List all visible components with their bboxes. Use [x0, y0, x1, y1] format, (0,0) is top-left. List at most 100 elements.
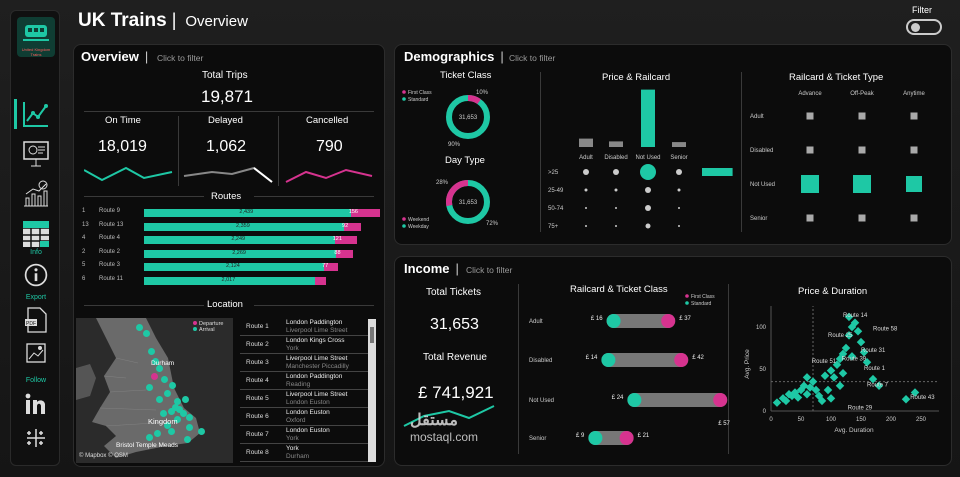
- route-rank: 4: [82, 235, 86, 241]
- price-railcard-dot: [645, 187, 651, 193]
- ticket-type-label: Off-Peak: [850, 91, 875, 97]
- follow-label: Follow: [25, 377, 47, 384]
- price-band-label: 75+: [548, 224, 559, 230]
- table-row[interactable]: Route 1 London Paddington Liverpool Lime S…: [240, 318, 368, 336]
- origin-cell: Liverpool Lime Street: [286, 355, 348, 362]
- price-railcard-dot: [583, 169, 589, 175]
- map-point: [186, 424, 193, 431]
- origin-cell: Liverpool Lime Street: [286, 391, 348, 398]
- scatter-point: [772, 398, 782, 407]
- railcard-ticket-square: [858, 214, 866, 222]
- price-railcard-dot: [615, 207, 617, 209]
- route-bar-value: 2,124: [226, 263, 240, 269]
- map-point: [184, 436, 191, 443]
- price-railcard-dot: [614, 188, 618, 192]
- railcard-ticket-square: [910, 214, 918, 222]
- destination-cell: Liverpool Lime Street: [286, 327, 348, 334]
- x-tick: 200: [886, 417, 897, 423]
- scatter-point: [793, 393, 803, 402]
- route-row[interactable]: 13 Route 13 2,359 92: [82, 222, 372, 232]
- scrollbar-thumb[interactable]: [370, 327, 374, 343]
- route-label: Route 7: [867, 383, 889, 389]
- map-legend: Departure Arrival: [193, 321, 223, 333]
- railcard-ticket-square: [858, 112, 866, 120]
- route-bar-value: 2,439: [239, 209, 254, 215]
- route-row[interactable]: 2 Route 2 2,269 88: [82, 249, 372, 259]
- overview-hint[interactable]: Click to filter: [157, 53, 204, 63]
- export-pdf-icon[interactable]: PDF: [24, 307, 48, 333]
- route-bar-value: 2,249: [231, 236, 246, 242]
- income-hint[interactable]: Click to filter: [466, 265, 513, 275]
- table-row[interactable]: Route 7 London Euston York: [240, 426, 368, 444]
- route-cell: Route 8: [246, 449, 269, 456]
- route-rank: 2: [82, 248, 86, 255]
- x-tick: 0: [769, 417, 773, 423]
- origin-cell: London Paddington: [286, 373, 343, 380]
- location-map[interactable]: Departure Arrival Durham Kingdom Bristol…: [76, 318, 233, 463]
- price-railcard-dot: [585, 225, 587, 227]
- divider: [540, 72, 541, 232]
- table-icon[interactable]: [21, 219, 51, 249]
- table-row[interactable]: Route 5 Liverpool Lime Street London Eusto…: [240, 390, 368, 408]
- table-row[interactable]: Route 6 London Euston Oxford: [240, 408, 368, 426]
- legend-label: Weekday: [408, 224, 429, 230]
- legend-label: Weekend: [408, 217, 429, 223]
- standard-price: £ 9: [576, 433, 585, 439]
- route-cell: Route 6: [246, 413, 269, 420]
- price-railcard-dot: [584, 188, 588, 192]
- map-point: [156, 365, 163, 372]
- route-cell: Route 2: [246, 341, 269, 348]
- forecast-chart-icon[interactable]: [21, 179, 51, 209]
- route-label: Route 31: [861, 348, 886, 354]
- table-row[interactable]: Route 8 York Durham: [240, 444, 368, 462]
- legend-dot: [685, 301, 689, 305]
- location-label: Location: [207, 299, 243, 310]
- logo-text: United Kingdom Trains: [21, 47, 51, 57]
- route-row[interactable]: 6 Route 11 2,017: [82, 276, 372, 286]
- standard-dot: [627, 393, 642, 407]
- export-image-icon[interactable]: [24, 341, 48, 367]
- line-chart-icon[interactable]: [21, 99, 51, 129]
- route-name: Route 2: [99, 248, 121, 255]
- route-bar-value: 2,269: [232, 249, 246, 256]
- day-type-label: Day Type: [445, 155, 485, 166]
- map-point: [164, 390, 171, 397]
- table-row[interactable]: Route 2 London Kings Cross York: [240, 336, 368, 354]
- route-label: Route 43: [910, 395, 935, 401]
- cancelled-sparkline: [285, 168, 373, 183]
- railcard-ticket-square: [910, 112, 918, 120]
- first-class-dot: [713, 393, 728, 407]
- route-row[interactable]: 5 Route 3 2,124 77: [82, 262, 372, 272]
- route-row[interactable]: 4 Route 4 2,249 121: [82, 235, 372, 245]
- info-icon[interactable]: [23, 262, 49, 288]
- route-bar-delayed: [336, 249, 353, 258]
- presentation-chart-icon[interactable]: [21, 139, 51, 169]
- table-row[interactable]: Route 4 London Paddington Reading: [240, 372, 368, 390]
- railcard-label: Not Used: [750, 182, 775, 188]
- railcard-label: Disabled: [529, 358, 552, 364]
- railcard-label: Adult: [529, 319, 543, 325]
- filter-label: Filter: [912, 5, 932, 15]
- route-row[interactable]: 1 Route 9 2,439 156: [82, 208, 380, 218]
- route-table-scrollbar[interactable]: [368, 319, 376, 462]
- railcard-ticket-square: [858, 146, 866, 154]
- route-cell: Route 1: [246, 323, 269, 330]
- price-band-label: 50-74: [548, 206, 564, 212]
- demographics-hint[interactable]: Click to filter: [509, 53, 556, 63]
- map-label: Bristol Temple Meads: [116, 442, 179, 449]
- linkedin-icon[interactable]: [24, 392, 48, 416]
- railcard-ticket-square: [806, 214, 814, 222]
- tableau-icon[interactable]: [24, 426, 48, 450]
- route-label: Route 25: [828, 333, 853, 339]
- table-row[interactable]: Route 3 Liverpool Lime Street Manchester P…: [240, 354, 368, 372]
- route-bar-delayed: [350, 209, 380, 217]
- filter-toggle[interactable]: [906, 19, 942, 35]
- route-bar-value: 2,017: [221, 276, 236, 283]
- map-point: [164, 422, 171, 429]
- route-bar-extra: 121: [332, 236, 342, 242]
- legend-dot: [402, 224, 406, 228]
- price-railcard-dot: [677, 188, 681, 192]
- route-table: Route 1 London Paddington Liverpool Lime S…: [240, 318, 378, 463]
